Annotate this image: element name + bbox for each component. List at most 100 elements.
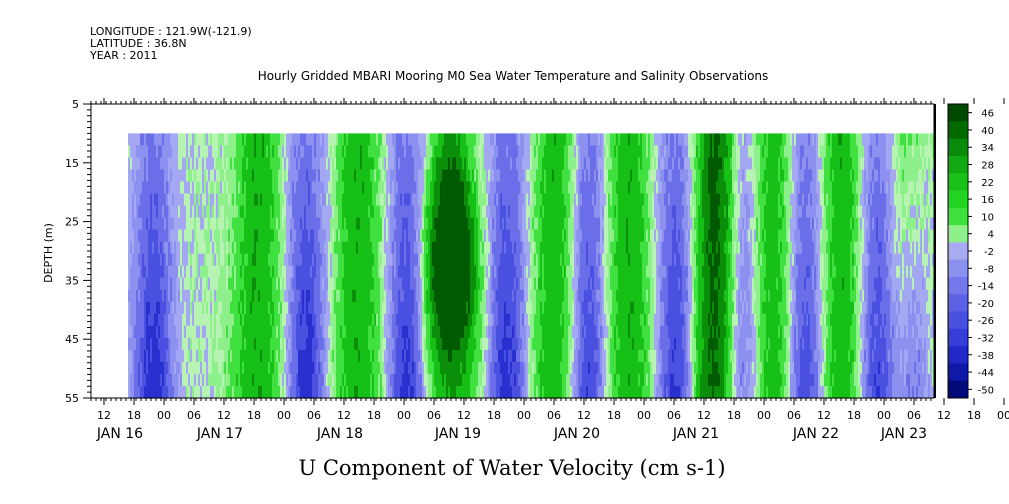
heatmap-cell	[186, 181, 189, 195]
heatmap-cell	[450, 386, 453, 399]
heatmap-cell	[236, 253, 239, 267]
heatmap-cell	[348, 265, 351, 279]
heatmap-cell	[178, 361, 181, 375]
heatmap-cell	[326, 133, 329, 146]
heatmap-cell	[142, 193, 145, 207]
heatmap-cell	[444, 386, 447, 399]
heatmap-cell	[480, 265, 483, 279]
heatmap-cell	[248, 349, 251, 363]
heatmap-cell	[326, 241, 329, 255]
heatmap-cell	[202, 217, 205, 231]
heatmap-cell	[184, 241, 187, 255]
heatmap-cell	[572, 265, 575, 279]
heatmap-cell	[496, 313, 499, 327]
heatmap-cell	[450, 349, 453, 363]
heatmap-cell	[480, 337, 483, 351]
heatmap-cell	[152, 229, 155, 243]
heatmap-cell	[574, 325, 577, 339]
heatmap-cell	[238, 349, 241, 363]
heatmap-cell	[516, 181, 519, 195]
heatmap-cell	[132, 205, 135, 219]
heatmap-cell	[348, 193, 351, 207]
heatmap-cell	[238, 386, 241, 399]
heatmap-cell	[514, 157, 517, 171]
heatmap-cell	[440, 337, 443, 351]
heatmap-cell	[566, 289, 569, 303]
heatmap-cell	[538, 133, 541, 146]
heatmap-cell	[368, 337, 371, 351]
heatmap-cell	[174, 289, 177, 303]
heatmap-cell	[350, 241, 353, 255]
heatmap-cell	[324, 217, 327, 231]
heatmap-cell	[518, 205, 521, 219]
heatmap-cell	[566, 253, 569, 267]
heatmap-cell	[508, 181, 511, 195]
heatmap-cell	[308, 145, 311, 158]
heatmap-cell	[570, 289, 573, 303]
heatmap-cell	[134, 157, 137, 171]
heatmap-cell	[240, 241, 243, 255]
heatmap-cell	[348, 301, 351, 315]
heatmap-cell	[578, 253, 581, 267]
heatmap-cell	[434, 277, 437, 291]
heatmap-cell	[246, 181, 249, 195]
heatmap-cell	[572, 313, 575, 327]
heatmap-cell	[376, 277, 379, 291]
heatmap-cell	[154, 181, 157, 195]
heatmap-cell	[380, 241, 383, 255]
heatmap-cell	[452, 253, 455, 267]
heatmap-cell	[514, 145, 517, 158]
heatmap-cell	[202, 301, 205, 315]
heatmap-cell	[226, 337, 229, 351]
heatmap-cell	[418, 205, 421, 219]
heatmap-cell	[306, 349, 309, 363]
heatmap-cell	[290, 241, 293, 255]
heatmap-cell	[508, 301, 511, 315]
heatmap-cell	[264, 217, 267, 231]
heatmap-cell	[308, 337, 311, 351]
heatmap-cell	[182, 373, 185, 387]
heatmap-cell	[240, 289, 243, 303]
heatmap-cell	[212, 313, 215, 327]
heatmap-cell	[274, 325, 277, 339]
heatmap-cell	[482, 313, 485, 327]
heatmap-cell	[386, 361, 389, 375]
heatmap-cell	[316, 229, 319, 243]
heatmap-cell	[522, 133, 525, 146]
heatmap-cell	[362, 265, 365, 279]
heatmap-cell	[318, 325, 321, 339]
heatmap-cell	[236, 373, 239, 387]
heatmap-cell	[152, 133, 155, 146]
heatmap-cell	[326, 373, 329, 387]
heatmap-cell	[360, 205, 363, 219]
heatmap-cell	[424, 157, 427, 171]
heatmap-cell	[140, 301, 143, 315]
heatmap-cell	[150, 169, 153, 183]
heatmap-cell	[154, 349, 157, 363]
heatmap-cell	[292, 337, 295, 351]
heatmap-cell	[494, 301, 497, 315]
heatmap-cell	[186, 169, 189, 183]
heatmap-cell	[316, 313, 319, 327]
heatmap-cell	[276, 145, 279, 158]
heatmap-cell	[326, 169, 329, 183]
heatmap-cell	[232, 181, 235, 195]
heatmap-cell	[278, 193, 281, 207]
heatmap-cell	[262, 386, 265, 399]
heatmap-cell	[494, 289, 497, 303]
heatmap-cell	[180, 181, 183, 195]
heatmap-cell	[402, 361, 405, 375]
heatmap-cell	[238, 205, 241, 219]
heatmap-cell	[172, 241, 175, 255]
heatmap-cell	[450, 217, 453, 231]
heatmap-cell	[516, 253, 519, 267]
heatmap-cell	[558, 145, 561, 158]
heatmap-cell	[536, 157, 539, 171]
heatmap-cell	[434, 265, 437, 279]
heatmap-cell	[384, 229, 387, 243]
heatmap-cell	[234, 145, 237, 158]
heatmap-cell	[204, 217, 207, 231]
heatmap-cell	[278, 301, 281, 315]
heatmap-cell	[206, 386, 209, 399]
heatmap-cell	[540, 277, 543, 291]
